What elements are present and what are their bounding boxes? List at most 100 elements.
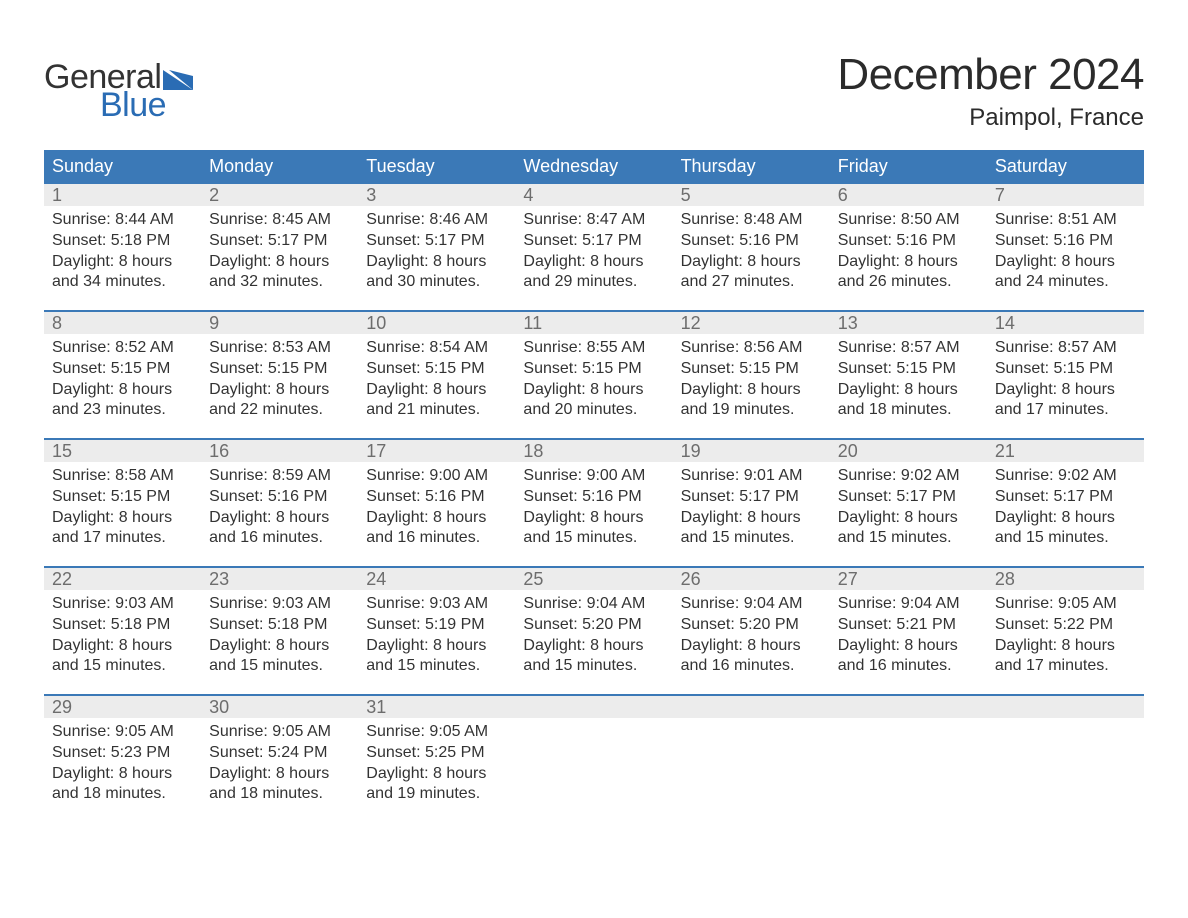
weekday-header: Tuesday	[358, 150, 515, 184]
daylight-text-line2: and 19 minutes.	[681, 400, 822, 421]
daylight-text-line1: Daylight: 8 hours	[681, 636, 822, 657]
month-title: December 2024	[837, 50, 1144, 100]
sunrise-text: Sunrise: 8:56 AM	[681, 338, 822, 359]
sunset-text: Sunset: 5:20 PM	[681, 615, 822, 636]
daylight-text-line1: Daylight: 8 hours	[523, 380, 664, 401]
day-cell: Sunrise: 8:48 AMSunset: 5:16 PMDaylight:…	[673, 206, 830, 310]
day-number: 13	[830, 312, 987, 334]
day-cell: Sunrise: 9:02 AMSunset: 5:17 PMDaylight:…	[987, 462, 1144, 566]
day-number: 6	[830, 184, 987, 206]
day-cell: Sunrise: 9:04 AMSunset: 5:20 PMDaylight:…	[515, 590, 672, 694]
week-block: 1234567Sunrise: 8:44 AMSunset: 5:18 PMDa…	[44, 184, 1144, 310]
daylight-text-line1: Daylight: 8 hours	[209, 636, 350, 657]
calendar-grid: Sunday Monday Tuesday Wednesday Thursday…	[44, 150, 1144, 822]
sunset-text: Sunset: 5:16 PM	[681, 231, 822, 252]
day-number: 23	[201, 568, 358, 590]
day-body-row: Sunrise: 8:44 AMSunset: 5:18 PM Daylight:…	[44, 206, 1144, 310]
day-cell: Sunrise: 9:03 AMSunset: 5:18 PMDaylight:…	[201, 590, 358, 694]
sunset-text: Sunset: 5:18 PM	[52, 615, 193, 636]
daylight-text-line2: and 16 minutes.	[838, 656, 979, 677]
day-cell: Sunrise: 9:02 AMSunset: 5:17 PMDaylight:…	[830, 462, 987, 566]
sunrise-text: Sunrise: 8:50 AM	[838, 210, 979, 231]
daylight-text-line2: and 15 minutes.	[366, 656, 507, 677]
sunrise-text: Sunrise: 8:47 AM	[523, 210, 664, 231]
day-cell: Sunrise: 8:56 AMSunset: 5:15 PMDaylight:…	[673, 334, 830, 438]
sunrise-text: Sunrise: 9:02 AM	[995, 466, 1136, 487]
top-bar: General Blue December 2024 Paimpol, Fran…	[44, 40, 1144, 132]
day-number: 22	[44, 568, 201, 590]
day-cell: Sunrise: 9:05 AMSunset: 5:25 PMDaylight:…	[358, 718, 515, 822]
sunset-text: Sunset: 5:17 PM	[209, 231, 350, 252]
week-block: 891011121314Sunrise: 8:52 AMSunset: 5:15…	[44, 312, 1144, 438]
sunrise-text: Sunrise: 9:01 AM	[681, 466, 822, 487]
sunrise-text: Sunrise: 9:03 AM	[52, 594, 193, 615]
day-number: 31	[358, 696, 515, 718]
day-number: 16	[201, 440, 358, 462]
daylight-text-line2: and 18 minutes.	[838, 400, 979, 421]
daylight-text-line2: and 27 minutes.	[681, 272, 822, 293]
sunrise-text: Sunrise: 8:59 AM	[209, 466, 350, 487]
sunrise-text: Sunrise: 9:05 AM	[366, 722, 507, 743]
sunset-text: Sunset: 5:15 PM	[838, 359, 979, 380]
daylight-text-line1: Daylight: 8 hours	[838, 252, 979, 273]
day-body-row: Sunrise: 8:52 AMSunset: 5:15 PMDaylight:…	[44, 334, 1144, 438]
sunrise-text: Sunrise: 9:00 AM	[523, 466, 664, 487]
weekday-header: Saturday	[987, 150, 1144, 184]
weeks-container: 1234567Sunrise: 8:44 AMSunset: 5:18 PMDa…	[44, 184, 1144, 822]
weekday-header: Friday	[830, 150, 987, 184]
daylight-text-line1: Daylight: 8 hours	[209, 252, 350, 273]
daylight-text-line2: and 20 minutes.	[523, 400, 664, 421]
sunset-text: Sunset: 5:18 PM	[209, 615, 350, 636]
sunset-text: Sunset: 5:15 PM	[52, 487, 193, 508]
sunrise-text: Sunrise: 9:02 AM	[838, 466, 979, 487]
sunset-text: Sunset: 5:15 PM	[209, 359, 350, 380]
daylight-text-line1: Daylight: 8 hours	[995, 636, 1136, 657]
week-block: 293031Sunrise: 9:05 AMSunset: 5:23 PMDay…	[44, 696, 1144, 822]
logo-flag-icon	[163, 68, 193, 90]
daylight-text-line2: and 15 minutes.	[523, 528, 664, 549]
daylight-text-line1: Daylight: 8 hours	[523, 252, 664, 273]
sunrise-text: Sunrise: 8:52 AM	[52, 338, 193, 359]
day-body-row: Sunrise: 9:05 AMSunset: 5:23 PMDaylight:…	[44, 718, 1144, 822]
sunset-text: Sunset: 5:17 PM	[681, 487, 822, 508]
day-number: 5	[673, 184, 830, 206]
day-number-row: 15161718192021	[44, 440, 1144, 462]
sunrise-text: Sunrise: 8:57 AM	[838, 338, 979, 359]
daylight-text-line1: Daylight: 8 hours	[366, 764, 507, 785]
sunset-text: Sunset: 5:15 PM	[681, 359, 822, 380]
day-cell: Sunrise: 8:52 AMSunset: 5:15 PMDaylight:…	[44, 334, 201, 438]
day-cell	[987, 718, 1144, 822]
day-cell: Sunrise: 9:01 AMSunset: 5:17 PMDaylight:…	[673, 462, 830, 566]
daylight-text-line2: and 26 minutes.	[838, 272, 979, 293]
sunrise-text: Sunrise: 9:03 AM	[209, 594, 350, 615]
day-cell: Sunrise: 8:58 AMSunset: 5:15 PMDaylight:…	[44, 462, 201, 566]
daylight-text-line1: Daylight: 8 hours	[366, 636, 507, 657]
sunrise-text: Sunrise: 8:44 AM	[52, 210, 193, 231]
day-cell: Sunrise: 9:00 AMSunset: 5:16 PMDaylight:…	[515, 462, 672, 566]
day-number-row: 293031	[44, 696, 1144, 718]
daylight-text-line1: Daylight: 8 hours	[838, 380, 979, 401]
day-cell	[830, 718, 987, 822]
day-number	[673, 696, 830, 718]
daylight-text-line2: and 15 minutes.	[838, 528, 979, 549]
daylight-text-line1: Daylight: 8 hours	[52, 636, 193, 657]
day-cell: Sunrise: 8:57 AMSunset: 5:15 PMDaylight:…	[987, 334, 1144, 438]
day-number: 24	[358, 568, 515, 590]
day-cell: Sunrise: 9:03 AMSunset: 5:18 PMDaylight:…	[44, 590, 201, 694]
day-number: 3	[358, 184, 515, 206]
daylight-text-line2: and 18 minutes.	[52, 784, 193, 805]
day-number	[515, 696, 672, 718]
sunrise-text: Sunrise: 9:03 AM	[366, 594, 507, 615]
daylight-text-line2: and 18 minutes.	[209, 784, 350, 805]
day-number: 1	[44, 184, 201, 206]
day-number: 18	[515, 440, 672, 462]
sunset-text: Sunset: 5:18 PM	[52, 231, 193, 252]
sunrise-text: Sunrise: 8:53 AM	[209, 338, 350, 359]
day-cell: Sunrise: 9:00 AMSunset: 5:16 PMDaylight:…	[358, 462, 515, 566]
sunset-text: Sunset: 5:19 PM	[366, 615, 507, 636]
daylight-text-line1: Daylight: 8 hours	[209, 508, 350, 529]
sunrise-text: Sunrise: 9:04 AM	[681, 594, 822, 615]
daylight-text-line2: and 17 minutes.	[995, 656, 1136, 677]
daylight-text-line1: Daylight: 8 hours	[838, 508, 979, 529]
week-block: 22232425262728Sunrise: 9:03 AMSunset: 5:…	[44, 568, 1144, 694]
